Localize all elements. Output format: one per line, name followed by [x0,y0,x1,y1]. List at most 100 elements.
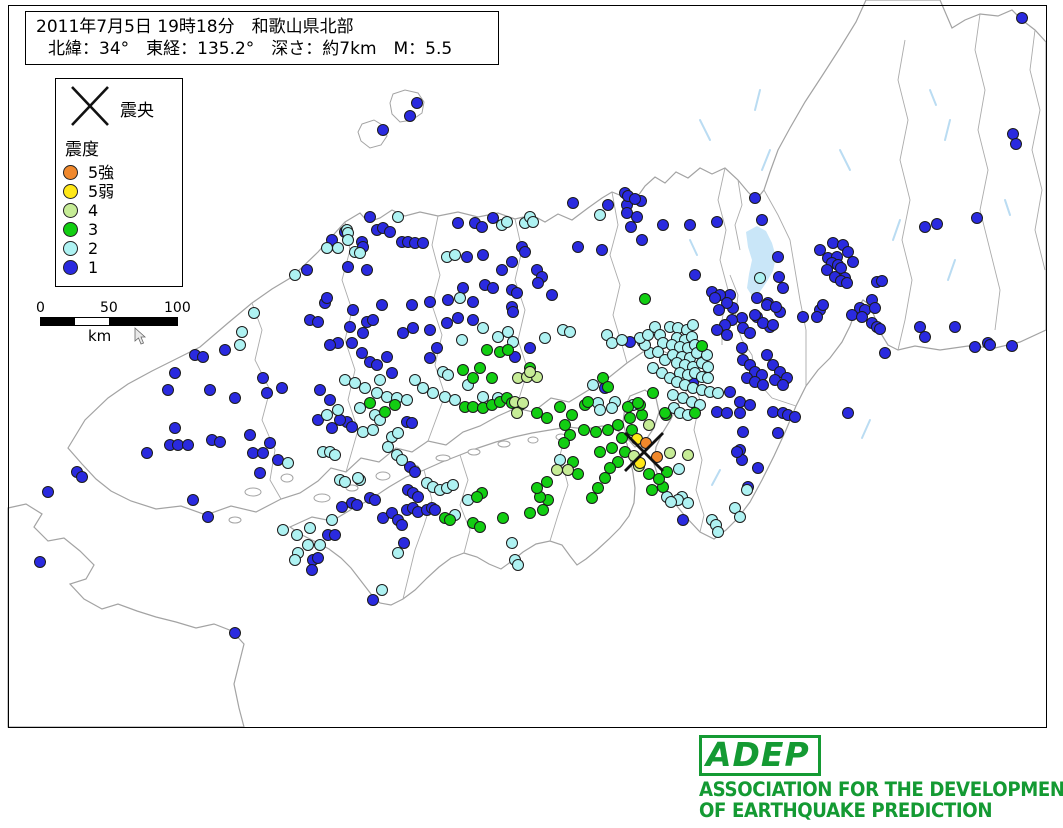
intensity-dot [354,402,366,414]
intensity-dot [332,242,344,254]
intensity-dot [512,559,524,571]
scale-bar-rule [40,317,178,326]
intensity-dot [332,404,344,416]
intensity-dot [346,337,358,349]
intensity-dot [984,339,996,351]
intensity-dot [971,212,983,224]
intensity-dot [376,299,388,311]
intensity-dot [517,397,529,409]
intensity-dot [744,399,756,411]
intensity-dot [711,216,723,228]
intensity-dot [477,249,489,261]
intensity-dot [417,237,429,249]
intensity-dot [586,492,598,504]
intensity-dot [562,464,574,476]
intensity-dot [602,381,614,393]
intensity-dot [752,462,764,474]
intensity-dot [346,421,358,433]
intensity-dot [869,302,881,314]
legend-item-1: 1 [63,258,178,277]
intensity-dot [427,387,439,399]
intensity-dot [756,214,768,226]
intensity-dot [524,342,536,354]
intensity-dot [616,334,628,346]
intensity-dot [471,491,483,503]
intensity-dot [519,246,531,258]
intensity-dot [344,321,356,333]
intensity-dot [377,512,389,524]
intensity-dot [625,221,637,233]
intensity-dot [356,347,368,359]
honshu-coastline [67,0,1047,540]
intensity-dot [502,326,514,338]
intensity-dot [592,482,604,494]
intensity-dot [374,374,386,386]
intensity-dot [506,256,518,268]
intensity-dot [879,347,891,359]
intensity-4-swatch [63,203,78,218]
intensity-dot [1006,340,1018,352]
map-dots-layer [34,12,1028,639]
intensity-dot [564,429,576,441]
intensity-dot [162,384,174,396]
mouse-cursor [134,327,147,345]
intensity-dot [1016,12,1028,24]
intensity-dot [770,301,782,313]
intensity-dot [537,504,549,516]
intensity-dot [392,427,404,439]
intensity-dot [501,216,513,228]
intensity-dot [919,331,931,343]
intensity-dot [636,234,648,246]
intensity-dot [797,311,809,323]
intensity-dot [396,519,408,531]
intensity-dot [442,369,454,381]
intensity-dot [481,344,493,356]
intensity-dot [643,419,655,431]
intensity-3-label: 3 [88,220,99,239]
intensity-5強-label: 5強 [88,163,115,182]
intensity-dot [567,197,579,209]
adep-logo-line2: OF EARTHQUAKE PREDICTION [699,799,993,822]
intensity-dot [141,447,153,459]
intensity-dot [477,322,489,334]
intensity-dot [931,218,943,230]
intensity-dot [392,211,404,223]
intensity-dot [546,289,558,301]
intensity-dot [329,449,341,461]
intensity-dot [702,372,714,384]
intensity-dot [397,327,409,339]
intensity-dot [461,251,473,263]
intensity-dot [248,307,260,319]
intensity-dot [626,424,638,436]
intensity-dot [214,436,226,448]
intensity-dot [757,379,769,391]
intensity-dot [282,457,294,469]
scale-tick-0: 0 [36,300,45,316]
intensity-dot [412,491,424,503]
intensity-dot [643,468,655,480]
intensity-dot [169,367,181,379]
intensity-dot [406,299,418,311]
intensity-dot [229,392,241,404]
intensity-dot [187,494,199,506]
intensity-dot [376,584,388,596]
intensity-dot [587,379,599,391]
intensity-dot [749,192,761,204]
intensity-5強-swatch [63,165,78,180]
epicenter-marker [624,432,664,472]
intensity-dot [606,402,618,414]
intensity-dot [404,110,416,122]
intensity-dot [371,359,383,371]
intensity-dot [377,124,389,136]
intensity-dot [202,511,214,523]
intensity-dot [532,277,544,289]
intensity-scale-items: 5強 5弱 4 3 2 1 [63,163,178,277]
intensity-dot [312,316,324,328]
intensity-dot [291,529,303,541]
intensity-dot [236,326,248,338]
intensity-dot [442,294,454,306]
intensity-dot [261,387,273,399]
intensity-dot [511,407,523,419]
intensity-dot [773,271,785,283]
intensity-dot [711,324,723,336]
